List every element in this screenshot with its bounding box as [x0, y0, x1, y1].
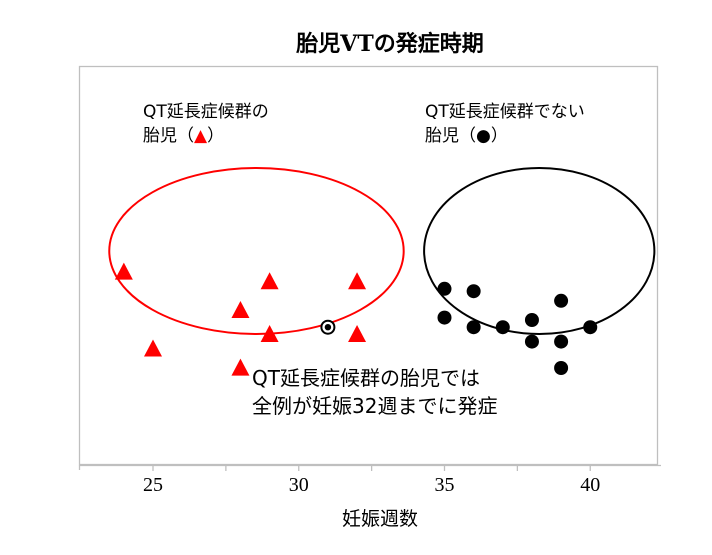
x-tick-label: 30: [288, 474, 309, 496]
triangle-marker-icon: [348, 325, 367, 343]
triangle-marker-icon: ▲: [194, 126, 208, 146]
circle-marker-icon: [554, 334, 569, 349]
circle-marker-icon: [495, 320, 510, 335]
chart-title: 胎児VTの発症時期: [296, 31, 484, 57]
x-tick-label: 35: [434, 474, 455, 496]
group-ellipses: [108, 167, 656, 335]
triangle-marker-icon: [144, 339, 162, 357]
x-axis: [78, 464, 661, 471]
triangle-marker-icon: [260, 272, 279, 290]
circle-marker-icon: ●: [476, 126, 491, 146]
group-ellipse: [108, 167, 405, 335]
circle-marker-icon: [524, 313, 539, 327]
circle-marker-icon: [524, 334, 539, 349]
triangle-marker-icon: [348, 272, 367, 290]
plot-frame: [78, 65, 659, 466]
lqts-group-label: QT延長症候群の 胎児（▲）: [143, 102, 269, 146]
circle-marker-icon: [437, 310, 452, 325]
non-lqts-group-label: QT延長症候群でない 胎児（●）: [425, 102, 585, 146]
circle-marker-icon: [437, 281, 452, 296]
x-tick-label: 40: [580, 474, 601, 496]
triangle-marker-icon: [114, 262, 133, 280]
triangle-marker-icon: [260, 325, 279, 343]
circle-marker-icon: [554, 361, 569, 375]
triangle-marker-icon: [231, 301, 250, 319]
data-points: [114, 262, 598, 376]
x-tick-label: 25: [143, 474, 163, 496]
group-ellipse: [423, 167, 656, 335]
triangle-marker-icon: [231, 358, 250, 376]
circle-marker-icon: [466, 320, 481, 335]
x-axis-label: 妊娠週数: [341, 508, 418, 530]
bullseye-center-icon: [324, 324, 332, 331]
circle-marker-icon: [583, 320, 598, 335]
conclusion-note: QT延長症候群の胎児では 全例が妊娠32週までに発症: [252, 366, 498, 418]
circle-marker-icon: [554, 293, 569, 308]
circle-marker-icon: [466, 284, 481, 299]
